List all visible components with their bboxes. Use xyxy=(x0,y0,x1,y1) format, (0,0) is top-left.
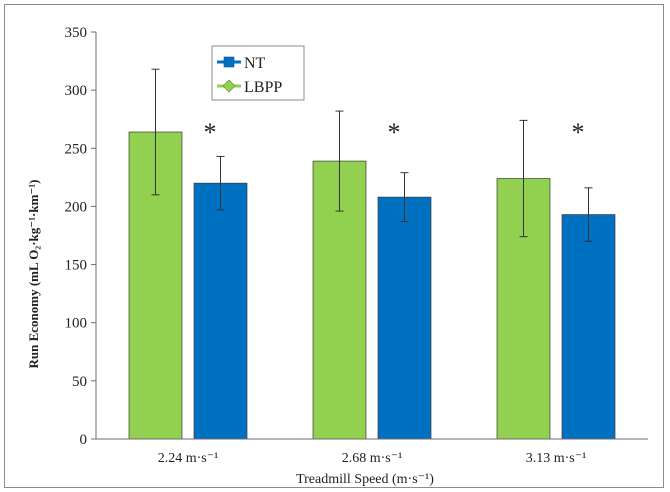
legend-diamond-marker xyxy=(222,79,236,93)
x-tick-label: 2.24 m·s⁻¹ xyxy=(158,451,219,466)
y-axis-label: Run Economy (mL O₂·kg⁻¹·km⁻¹) xyxy=(26,179,41,368)
x-axis-ticks: 2.24 m·s⁻¹ 2.68 m·s⁻¹ 3.13 m·s⁻¹ xyxy=(158,451,587,466)
bar-nt-2 xyxy=(377,196,432,440)
legend-square-marker xyxy=(223,56,235,68)
y-tick-label: 0 xyxy=(80,432,88,448)
error-bars xyxy=(151,68,593,242)
x-tick-label: 2.68 m·s⁻¹ xyxy=(342,451,403,466)
y-tick-label: 50 xyxy=(72,374,87,390)
legend-label-lbpp: LBPP xyxy=(244,79,282,96)
y-tick-label: 350 xyxy=(65,25,88,41)
y-axis-ticks: 0 50 100 150 200 250 300 350 xyxy=(65,25,96,448)
bars xyxy=(128,131,616,440)
legend: NT LBPP xyxy=(211,45,305,101)
y-tick-label: 250 xyxy=(65,141,88,157)
significance-star-3: * xyxy=(572,118,585,147)
x-axis-label: Treadmill Speed (m·s⁻¹) xyxy=(296,472,434,487)
significance-star-2: * xyxy=(388,118,401,147)
bar-nt-3 xyxy=(561,214,616,440)
y-tick-label: 200 xyxy=(65,199,88,215)
legend-label-nt: NT xyxy=(244,55,266,72)
y-tick-label: 150 xyxy=(65,258,88,274)
legend-box xyxy=(211,45,305,101)
x-tick-label: 3.13 m·s⁻¹ xyxy=(526,451,587,466)
significance-star-1: * xyxy=(204,118,217,147)
bar-nt-1 xyxy=(193,182,248,440)
significance-markers: * * * xyxy=(204,118,585,147)
y-tick-label: 300 xyxy=(65,83,88,99)
bar-lbpp-3 xyxy=(496,178,551,440)
y-tick-label: 100 xyxy=(65,316,88,332)
